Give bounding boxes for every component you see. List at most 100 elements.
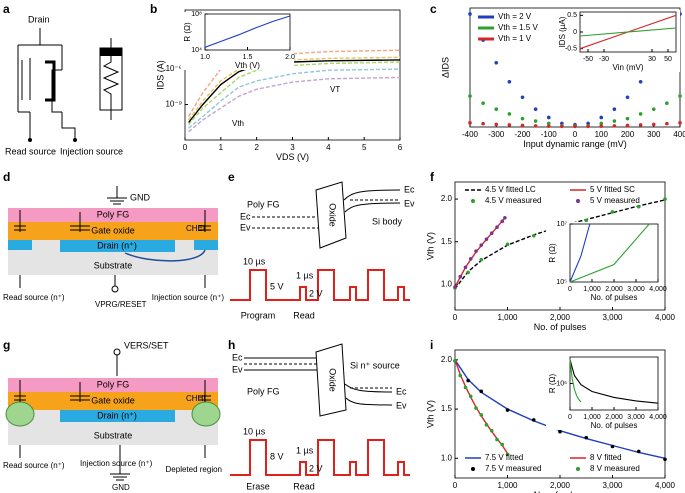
panel-letter: d xyxy=(3,170,10,184)
circuit xyxy=(17,28,76,140)
y-axis-label: R (Ω) xyxy=(183,22,192,42)
label: GND xyxy=(112,483,130,492)
x-tick-label: 5 xyxy=(362,143,367,152)
poly-fg xyxy=(8,378,218,392)
data-point xyxy=(507,112,512,116)
label: Depleted region xyxy=(166,465,222,474)
data-point xyxy=(638,79,643,84)
legend-label: 7.5 V measured xyxy=(485,464,541,473)
data-point xyxy=(558,429,562,434)
label: Substrate xyxy=(94,430,133,440)
panel-e-bands: Poly FG Ec Ev Oxide Si body Ec Ev 10 µs … xyxy=(230,181,415,320)
terminal xyxy=(113,348,121,356)
data-point xyxy=(505,242,510,247)
band xyxy=(252,216,318,229)
legend-label: 8 V measured xyxy=(590,464,640,473)
data-point xyxy=(663,197,667,201)
x-tick-label: 0 xyxy=(453,481,458,490)
data-point xyxy=(495,437,499,442)
x-tick-label: 3,000 xyxy=(602,313,623,322)
label: Oxide xyxy=(328,203,338,227)
data-point xyxy=(663,457,667,462)
pulse-train xyxy=(230,439,410,476)
x-tick-label: -100 xyxy=(541,130,558,139)
gate-oxide xyxy=(8,392,218,410)
x-tick-label: 2,000 xyxy=(605,414,623,421)
data-point xyxy=(463,385,468,390)
label: Read xyxy=(293,310,315,320)
y-axis-label: Vth (V) xyxy=(425,400,435,428)
panel-letters: a b c d e f g h i xyxy=(3,2,437,352)
y-tick-label: 0.5 xyxy=(567,12,577,19)
x-axis-label: VDS (V) xyxy=(276,152,309,162)
label: 2 V xyxy=(309,463,323,473)
data-point xyxy=(507,123,512,127)
x-tick-label: 2,000 xyxy=(550,313,571,322)
x-tick-label: -300 xyxy=(488,130,505,139)
label: Si n⁺ source xyxy=(350,360,400,370)
x-tick-label: 1.0 xyxy=(200,54,210,61)
drain xyxy=(60,410,175,422)
leads xyxy=(19,445,206,481)
label: Program xyxy=(241,310,276,320)
data-point xyxy=(546,124,551,128)
x-axis-label: Input dynamic range (mV) xyxy=(523,139,627,149)
label: Injection source (n⁺) xyxy=(80,459,153,468)
panel-letter: e xyxy=(228,170,235,184)
data-point xyxy=(678,94,682,98)
x-tick-label: 4 xyxy=(326,143,331,152)
x-tick-label: 0 xyxy=(573,130,578,139)
panel-letter: g xyxy=(3,338,10,352)
data-point xyxy=(612,107,617,111)
data-point xyxy=(458,274,463,279)
data-point xyxy=(453,285,457,289)
data-point xyxy=(507,79,512,84)
x-tick-label: 2 xyxy=(254,143,259,152)
panel-h-bands: Ec Ev Poly FG Oxide Si n⁺ source Ec Ev 1… xyxy=(230,343,410,491)
x-tick-label: 4,000 xyxy=(655,481,676,490)
label: Poly FG xyxy=(97,209,130,219)
data-point xyxy=(484,423,489,427)
data-point xyxy=(468,394,473,399)
x-tick-label: 3,000 xyxy=(627,286,645,293)
terminal xyxy=(73,138,77,142)
x-tick-label: 0 xyxy=(568,414,572,421)
label: Si body xyxy=(372,216,403,226)
data-point xyxy=(500,219,505,224)
label: 10 µs xyxy=(243,426,266,436)
x-tick-label: -400 xyxy=(462,130,479,139)
data-point xyxy=(479,243,484,247)
panel-a-circuit: Drain Read source Injection source xyxy=(5,14,123,156)
label: Ev xyxy=(232,364,243,374)
data-point xyxy=(546,121,551,126)
data-point xyxy=(584,435,589,440)
inset-background xyxy=(546,355,662,430)
label: Read xyxy=(293,481,315,491)
gate xyxy=(45,60,56,102)
data-point xyxy=(481,101,485,105)
data-point xyxy=(500,442,505,447)
data-point xyxy=(494,122,499,127)
inset-background xyxy=(556,10,680,72)
data-point xyxy=(520,95,525,100)
y-tick-label: 1.0 xyxy=(441,280,453,289)
gate-oxide xyxy=(8,222,218,240)
data-point xyxy=(665,121,669,126)
x-axis-label: No. of pulses xyxy=(534,322,587,332)
data-point xyxy=(612,124,617,128)
label: Gate oxide xyxy=(91,395,135,405)
label: Gate oxide xyxy=(91,225,135,235)
x-tick-label: -200 xyxy=(514,130,531,139)
y-tick-label: 1.5 xyxy=(441,237,453,246)
legend-label: Vth = 1.5 V xyxy=(498,23,538,32)
legend-label: 5 V measured xyxy=(590,196,640,205)
x-axis-label: No. of pulses xyxy=(591,421,638,430)
data-point xyxy=(494,107,499,111)
series-line xyxy=(188,76,401,133)
x-tick-label: -50 xyxy=(583,56,593,63)
label: 5 V xyxy=(270,281,284,291)
x-tick-label: 6 xyxy=(398,143,403,152)
y-tick-label: 10⁴ xyxy=(191,47,202,54)
inset-background xyxy=(546,222,662,302)
